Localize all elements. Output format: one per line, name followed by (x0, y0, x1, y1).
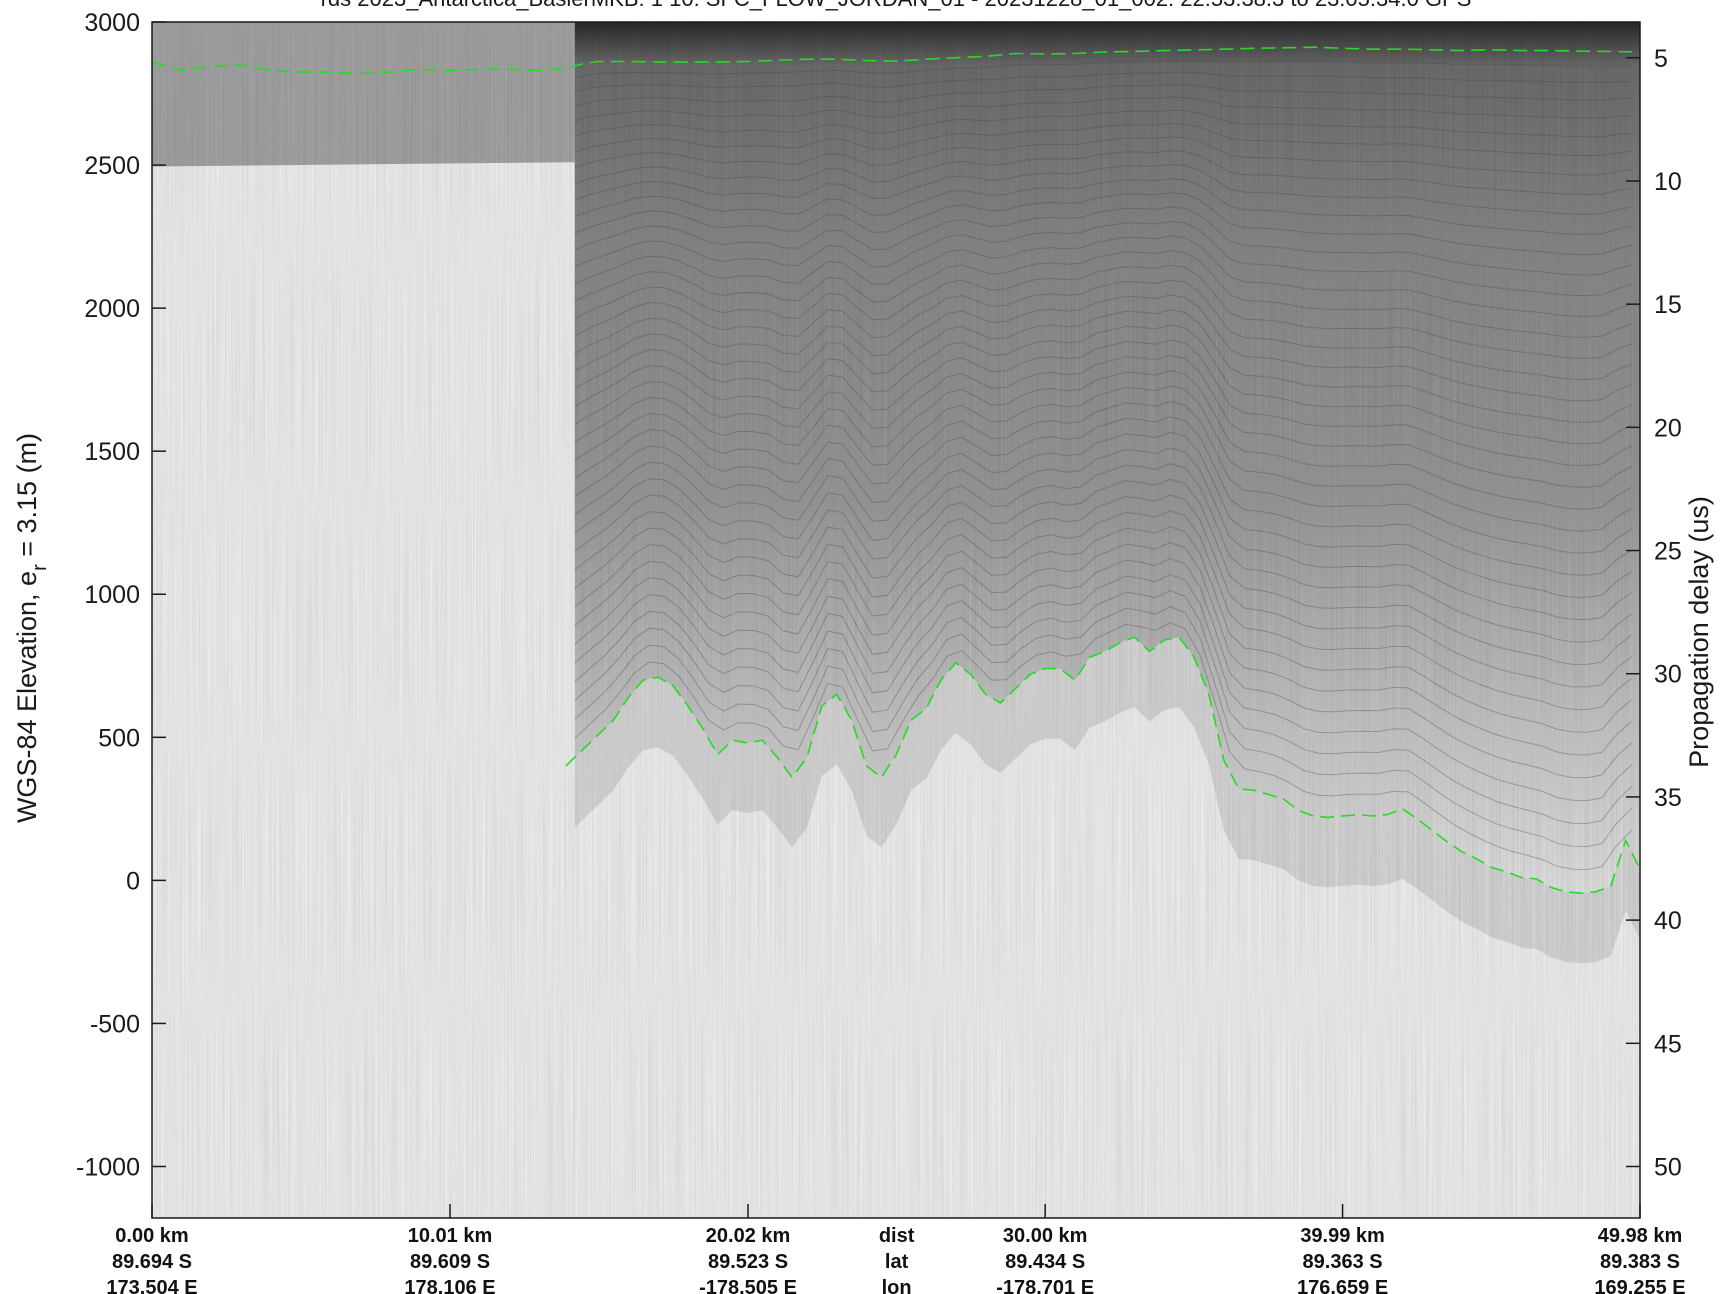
y2-tick-label: 30 (1654, 661, 1682, 689)
y-tick-label: 2000 (84, 295, 140, 323)
y2-tick-label: 10 (1654, 168, 1682, 196)
x-tick-lon-label: 169.255 E (1594, 1277, 1685, 1294)
y2-tick-label: 25 (1654, 538, 1682, 566)
surface-layer-line (152, 46, 1640, 75)
y-tick-label: 3000 (84, 9, 140, 37)
y2-tick-label: 45 (1654, 1030, 1682, 1058)
x-row-label-lat: lat (885, 1251, 909, 1273)
x-tick-lat-label: 89.363 S (1303, 1251, 1383, 1273)
y-tick-label: 500 (98, 724, 140, 752)
x-tick-lon-label: -178.505 E (699, 1277, 797, 1294)
y2-tick-label: 35 (1654, 784, 1682, 812)
x-tick-dist-label: 20.02 km (706, 1225, 791, 1247)
y2-tick-label: 15 (1654, 291, 1682, 319)
y-axis-title-main: WGS-84 Elevation, e (12, 571, 42, 823)
y2-tick-label: 20 (1654, 414, 1682, 442)
x-tick-lon-label: 176.659 E (1297, 1277, 1388, 1294)
y2-axis: 5 10 15 20 25 30 35 40 45 50 (1626, 45, 1682, 1181)
x-tick-lon-label: 178.106 E (404, 1277, 495, 1294)
y2-tick-label: 50 (1654, 1153, 1682, 1181)
y2-tick-label: 5 (1654, 45, 1668, 73)
y-tick-label: 0 (126, 867, 140, 895)
y2-axis-title: Propagation delay (us) (1684, 496, 1714, 768)
x-tick-lat-label: 89.609 S (410, 1251, 490, 1273)
y-axis: 3000 2500 2000 1500 1000 500 0 -500 -1000 (76, 9, 166, 1181)
speckle-texture (152, 22, 1640, 1218)
x-tick-dist-label: 0.00 km (115, 1225, 188, 1247)
y2-tick-label: 40 (1654, 907, 1682, 935)
y-tick-label: 1500 (84, 438, 140, 466)
x-tick-dist-label: 10.01 km (408, 1225, 493, 1247)
y-tick-label: -500 (90, 1010, 140, 1038)
x-row-label-lon: lon (882, 1277, 912, 1294)
x-tick-lat-label: 89.383 S (1600, 1251, 1680, 1273)
chart-title: rds 2023_Antarctica_BaslerMKB: 1 10: SFC… (321, 0, 1472, 11)
x-axis: 0.00 km 89.694 S 173.504 E 10.01 km 89.609 S… (106, 1204, 1686, 1294)
x-row-label-dist: dist (879, 1225, 915, 1247)
y-axis-title-suffix: = 3.15 (m) (12, 433, 42, 564)
x-tick-dist-label: 30.00 km (1003, 1225, 1088, 1247)
echogram-image (152, 22, 1640, 1218)
x-tick-lon-label: 173.504 E (106, 1277, 197, 1294)
y-tick-label: -1000 (76, 1153, 140, 1181)
y-axis-title: WGS-84 Elevation, er = 3.15 (m) (12, 433, 51, 823)
y-tick-label: 2500 (84, 152, 140, 180)
x-tick-lat-label: 89.694 S (112, 1251, 192, 1273)
x-tick-dist-label: 49.98 km (1598, 1225, 1683, 1247)
x-tick-dist-label: 39.99 km (1300, 1225, 1385, 1247)
x-tick-lat-label: 89.523 S (708, 1251, 788, 1273)
y-axis-title-subscript: r (29, 564, 51, 571)
plot-frame (151, 21, 1641, 1219)
y-tick-label: 1000 (84, 581, 140, 609)
layer-picks (152, 46, 1640, 895)
x-tick-lat-label: 89.434 S (1005, 1251, 1085, 1273)
x-tick-lon-label: -178.701 E (996, 1277, 1094, 1294)
bed-layer-line (565, 636, 1640, 895)
